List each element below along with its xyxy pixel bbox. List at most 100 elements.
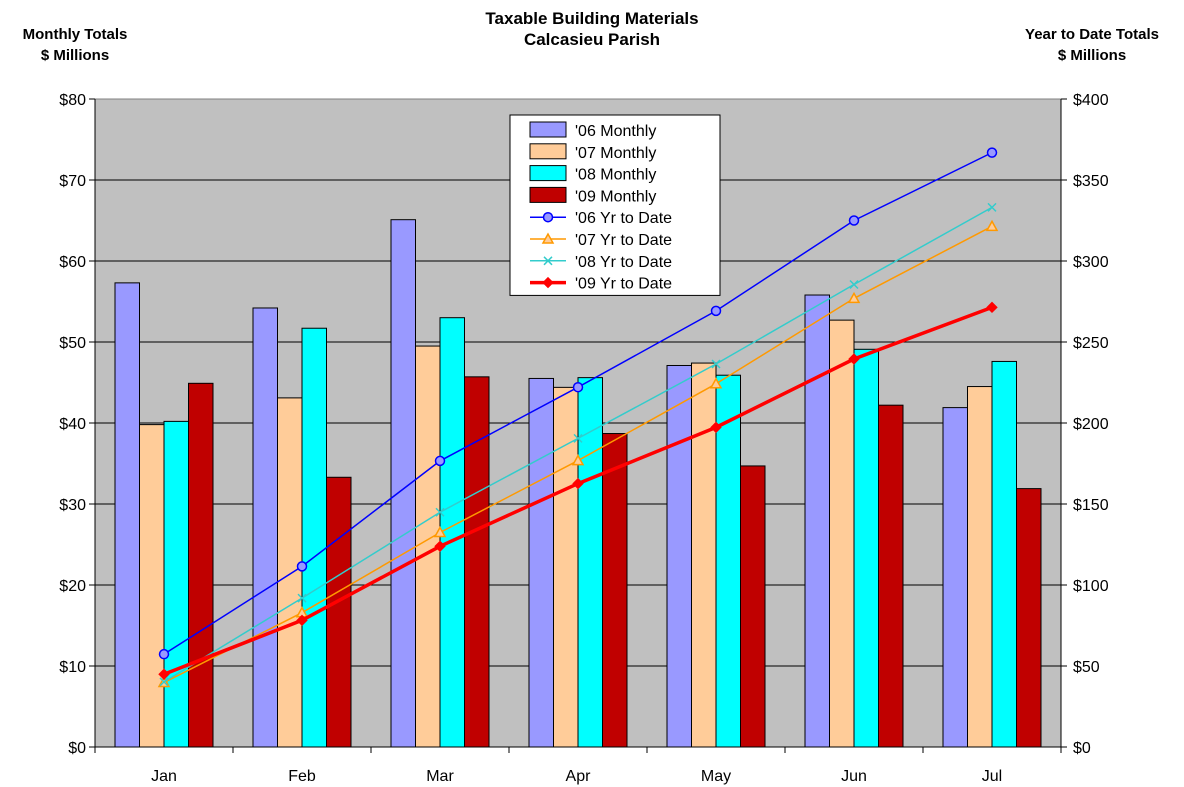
- data-point: [296, 561, 308, 572]
- data-point: [849, 279, 859, 290]
- legend-marker: [542, 276, 554, 289]
- chart-title: Taxable Building Materials: [485, 9, 699, 28]
- x-tick-label: May: [701, 768, 731, 785]
- bar: [853, 348, 879, 748]
- x-tick-label: Jul: [982, 768, 1002, 785]
- left-tick-label: $50: [59, 335, 86, 352]
- data-point: [297, 593, 307, 603]
- data-point: [986, 301, 998, 314]
- left-tick-label: $30: [59, 497, 86, 514]
- bar: [942, 407, 968, 748]
- legend-label: '06 Yr to Date: [575, 210, 672, 227]
- data-point: [433, 525, 447, 538]
- bar: [878, 404, 904, 748]
- bar: [163, 420, 189, 748]
- right-tick-label: $0: [1073, 740, 1091, 757]
- legend-label: '09 Yr to Date: [575, 276, 672, 293]
- axes: $0 $10 $20 $30 $40 $50 $60 $70 $80 $0 $50 $100 $150 $…: [59, 92, 1108, 785]
- legend-marker: [542, 211, 554, 223]
- bar: [139, 424, 165, 748]
- data-point: [710, 305, 722, 317]
- legend-marker: [541, 232, 555, 244]
- bar: [804, 294, 830, 748]
- legend: '06 Monthly '07 Monthly '08 Monthly '09 Mon…: [509, 114, 721, 296]
- data-point: [434, 455, 446, 467]
- left-axis-title-line-1: Monthly Totals: [22, 26, 128, 43]
- bar: [991, 360, 1017, 748]
- data-point: [434, 540, 446, 552]
- data-point: [987, 202, 997, 212]
- bar: [715, 374, 741, 748]
- data-point: [158, 668, 170, 680]
- bar: [829, 319, 855, 748]
- left-tick-label: $10: [59, 659, 86, 676]
- left-tick-label: $0: [68, 740, 86, 757]
- data-point: [986, 147, 998, 158]
- bar: [967, 386, 993, 748]
- bar: [464, 376, 490, 748]
- data-point: [710, 421, 722, 434]
- data-point: [848, 353, 860, 365]
- bar-group: [114, 219, 1042, 748]
- data-point: [847, 291, 861, 304]
- x-tick-label: Mar: [426, 768, 454, 785]
- legend-label: '08 Yr to Date: [575, 254, 672, 271]
- data-point: [296, 614, 308, 627]
- bar: [301, 327, 327, 748]
- right-tick-label: $250: [1073, 335, 1109, 352]
- bar: [577, 377, 603, 748]
- legend-label: '07 Monthly: [575, 145, 656, 162]
- data-point: [435, 507, 445, 517]
- left-axis-title: Monthly Totals $ Millions: [0, 24, 150, 66]
- bar: [740, 465, 766, 748]
- bar: [528, 377, 554, 748]
- legend-swatch: [529, 186, 567, 203]
- legend-swatch: [529, 121, 567, 138]
- bar: [326, 476, 352, 748]
- data-point: [848, 215, 860, 226]
- x-tick-label: Jan: [151, 768, 177, 785]
- right-tick-label: $150: [1073, 497, 1109, 514]
- right-tick-label: $200: [1073, 416, 1109, 433]
- data-point: [159, 677, 169, 687]
- left-tick-label: $80: [59, 92, 86, 109]
- bar: [666, 364, 692, 748]
- data-point: [709, 377, 723, 389]
- data-point: [571, 454, 585, 466]
- data-point: [572, 477, 584, 490]
- bar: [602, 433, 628, 748]
- data-point: [158, 648, 170, 660]
- bar: [114, 282, 140, 748]
- data-point: [573, 433, 583, 443]
- right-axis-title: Year to Date Totals $ Millions: [1000, 24, 1184, 66]
- right-axis-title-line-1: Year to Date Totals: [1025, 26, 1159, 43]
- x-tick-label: Feb: [288, 768, 316, 785]
- bar: [277, 397, 303, 748]
- right-axis-title-line-2: $ Millions: [1057, 47, 1127, 64]
- bar: [439, 317, 465, 748]
- left-tick-label: $70: [59, 173, 86, 190]
- bar: [691, 362, 717, 748]
- data-point: [985, 219, 999, 232]
- left-axis-title-line-2: $ Millions: [40, 47, 110, 64]
- legend-label: '07 Yr to Date: [575, 232, 672, 249]
- legend-swatch: [529, 143, 567, 160]
- left-tick-label: $60: [59, 254, 86, 271]
- chart-subtitle: Calcasieu Parish: [523, 30, 661, 49]
- chart-title-block: Taxable Building Materials Calcasieu Par…: [0, 8, 1184, 50]
- data-point: [711, 359, 721, 369]
- line-group: [157, 147, 999, 688]
- x-tick-label: Jun: [841, 768, 867, 785]
- bar: [1016, 488, 1042, 748]
- left-tick-label: $20: [59, 578, 86, 595]
- right-tick-label: $300: [1073, 254, 1109, 271]
- right-tick-label: $400: [1073, 92, 1109, 109]
- legend-label: '09 Monthly: [575, 188, 656, 205]
- legend-label: '06 Monthly: [575, 123, 656, 140]
- bar: [188, 382, 214, 748]
- data-point: [572, 381, 584, 393]
- legend-label: '08 Monthly: [575, 167, 656, 184]
- right-tick-label: $50: [1073, 659, 1100, 676]
- bar: [252, 307, 278, 748]
- right-tick-label: $100: [1073, 578, 1109, 595]
